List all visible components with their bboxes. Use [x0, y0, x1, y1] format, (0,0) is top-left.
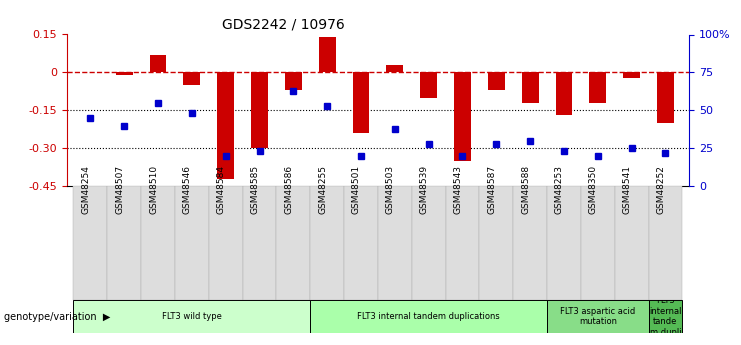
- Bar: [514, 186, 547, 300]
- Bar: [73, 300, 310, 333]
- Bar: [623, 72, 640, 78]
- Bar: [242, 186, 276, 300]
- Bar: [522, 72, 539, 103]
- Bar: [184, 72, 200, 85]
- Text: GSM48586: GSM48586: [285, 165, 293, 214]
- Bar: [344, 186, 378, 300]
- Bar: [107, 186, 141, 300]
- Text: GDS2242 / 10976: GDS2242 / 10976: [222, 18, 345, 32]
- Text: GSM48350: GSM48350: [589, 165, 598, 214]
- Text: FLT3 wild type: FLT3 wild type: [162, 312, 222, 321]
- Bar: [116, 72, 133, 75]
- Bar: [589, 72, 606, 103]
- Bar: [378, 186, 412, 300]
- Text: GSM48255: GSM48255: [318, 165, 328, 214]
- Bar: [285, 72, 302, 90]
- Bar: [310, 186, 344, 300]
- Bar: [310, 300, 547, 333]
- Text: GSM48252: GSM48252: [657, 165, 665, 214]
- Bar: [479, 186, 514, 300]
- Text: GSM48584: GSM48584: [216, 165, 226, 214]
- Bar: [657, 72, 674, 123]
- Text: GSM48507: GSM48507: [115, 165, 124, 214]
- Text: FLT3 aspartic acid
mutation: FLT3 aspartic acid mutation: [560, 307, 636, 326]
- Text: GSM48510: GSM48510: [149, 165, 158, 214]
- Bar: [386, 65, 403, 72]
- Text: FLT3 internal tandem duplications: FLT3 internal tandem duplications: [357, 312, 500, 321]
- Bar: [454, 72, 471, 161]
- Bar: [445, 186, 479, 300]
- Text: GSM48539: GSM48539: [419, 165, 428, 214]
- Text: GSM48253: GSM48253: [555, 165, 564, 214]
- Bar: [547, 186, 581, 300]
- Text: GSM48503: GSM48503: [386, 165, 395, 214]
- Bar: [175, 186, 209, 300]
- Bar: [615, 186, 648, 300]
- Bar: [251, 72, 268, 148]
- Text: GSM48254: GSM48254: [82, 165, 90, 214]
- Text: genotype/variation  ▶: genotype/variation ▶: [4, 312, 110, 322]
- Text: GSM48541: GSM48541: [622, 165, 631, 214]
- Bar: [488, 72, 505, 90]
- Bar: [648, 300, 682, 333]
- Text: GSM48501: GSM48501: [352, 165, 361, 214]
- Bar: [217, 72, 234, 179]
- Text: GSM48588: GSM48588: [521, 165, 530, 214]
- Bar: [581, 186, 615, 300]
- Bar: [412, 186, 445, 300]
- Text: GSM48546: GSM48546: [183, 165, 192, 214]
- Bar: [73, 186, 107, 300]
- Text: GSM48587: GSM48587: [488, 165, 496, 214]
- Bar: [420, 72, 437, 98]
- Text: GSM48543: GSM48543: [453, 165, 462, 214]
- Bar: [556, 72, 573, 116]
- Text: FLT3
internal
tande
m dupli: FLT3 internal tande m dupli: [649, 296, 682, 337]
- Bar: [276, 186, 310, 300]
- Bar: [648, 186, 682, 300]
- Bar: [209, 186, 242, 300]
- Text: GSM48585: GSM48585: [250, 165, 259, 214]
- Bar: [141, 186, 175, 300]
- Bar: [150, 55, 167, 72]
- Bar: [353, 72, 370, 133]
- Bar: [547, 300, 648, 333]
- Bar: [319, 37, 336, 72]
